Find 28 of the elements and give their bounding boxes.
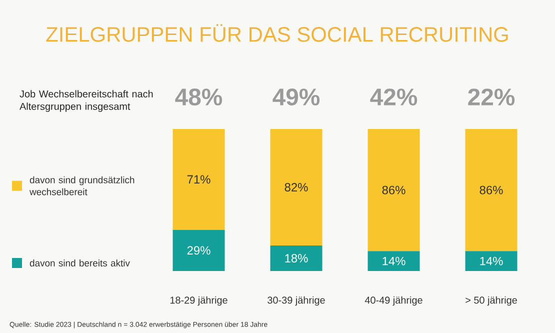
text: Job Wechselbereitschaft nach Altersgruppen insgesamt xyxy=(20,90,153,112)
legend-label: davon sind bereits aktiv xyxy=(30,260,130,266)
data-label: 14% xyxy=(480,256,503,266)
x-tick-label: 40-49 jährige xyxy=(364,296,422,306)
text: 49% xyxy=(272,88,320,106)
data-label: 71% xyxy=(187,175,210,184)
bar xyxy=(172,230,225,271)
x-tick-label: > 50 jährige xyxy=(466,296,517,306)
data-label: 82% xyxy=(284,182,308,192)
chart-title: ZIELGRUPPEN FÜR DAS SOCIAL RECRUITING xyxy=(46,24,508,42)
text: 42% xyxy=(370,88,418,106)
data-label: 29% xyxy=(187,246,210,255)
bar xyxy=(172,128,225,230)
bar xyxy=(465,251,518,271)
data-label: 86% xyxy=(382,186,406,194)
x-tick-label: 18-29 jährige xyxy=(170,296,228,306)
data-label: 14% xyxy=(382,256,406,266)
text: 22% xyxy=(468,88,515,106)
bar xyxy=(465,128,518,252)
data-label: 18% xyxy=(285,254,308,262)
data-label: 86% xyxy=(480,186,503,194)
bar xyxy=(368,128,420,252)
text: 48% xyxy=(175,88,222,106)
bar xyxy=(368,251,420,271)
x-tick-label: 30-39 jährige xyxy=(268,296,325,306)
legend-label: davon sind grundsätzlich wechselbereit xyxy=(30,176,134,196)
bar xyxy=(270,128,322,246)
bar xyxy=(270,245,322,271)
